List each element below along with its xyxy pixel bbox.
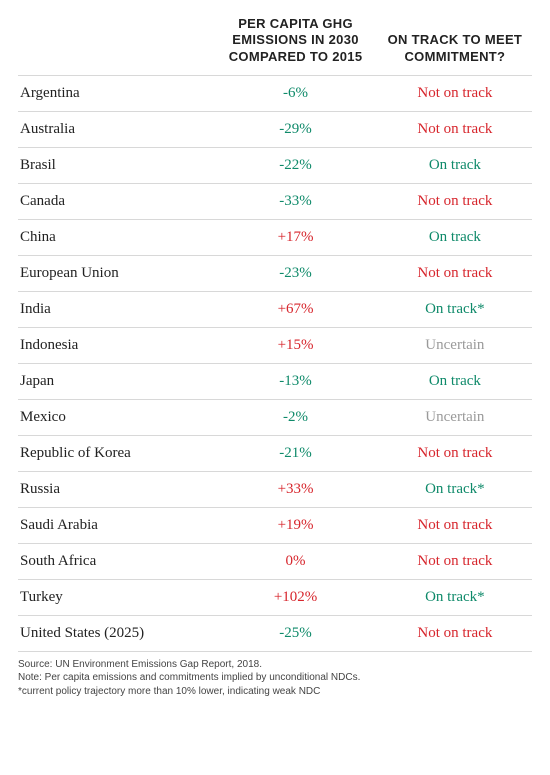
status-value: On track (378, 157, 532, 174)
table-row: Argentina-6%Not on track (18, 75, 532, 111)
status-value: Not on track (378, 517, 532, 534)
table-row: Russia+33%On track* (18, 471, 532, 507)
footnotes: Source: UN Environment Emissions Gap Rep… (18, 651, 532, 699)
table-row: Mexico-2%Uncertain (18, 399, 532, 435)
table-row: China+17%On track (18, 219, 532, 255)
table-row: Canada-33%Not on track (18, 183, 532, 219)
emissions-value: -21% (213, 445, 377, 462)
footnote-asterisk: *current policy trajectory more than 10%… (18, 685, 532, 699)
country-name: Indonesia (18, 337, 213, 354)
emissions-value: -33% (213, 193, 377, 210)
footnote-source: Source: UN Environment Emissions Gap Rep… (18, 658, 532, 672)
country-name: China (18, 229, 213, 246)
status-value: On track* (378, 589, 532, 606)
emissions-value: -13% (213, 373, 377, 390)
emissions-value: +15% (213, 337, 377, 354)
country-name: Saudi Arabia (18, 517, 213, 534)
country-name: Russia (18, 481, 213, 498)
emissions-value: +19% (213, 517, 377, 534)
table-row: India+67%On track* (18, 291, 532, 327)
status-value: On track (378, 229, 532, 246)
country-name: Canada (18, 193, 213, 210)
country-name: India (18, 301, 213, 318)
status-value: Not on track (378, 445, 532, 462)
status-value: Not on track (378, 265, 532, 282)
emissions-value: 0% (213, 553, 377, 570)
emissions-value: -29% (213, 121, 377, 138)
country-name: European Union (18, 265, 213, 282)
table-row: Indonesia+15%Uncertain (18, 327, 532, 363)
emissions-value: -6% (213, 85, 377, 102)
emissions-value: +33% (213, 481, 377, 498)
country-name: Turkey (18, 589, 213, 606)
country-name: Republic of Korea (18, 445, 213, 462)
emissions-value: -23% (213, 265, 377, 282)
table-header-row: country PER CAPITA GHG EMISSIONS IN 2030… (18, 12, 532, 75)
table-row: Australia-29%Not on track (18, 111, 532, 147)
status-value: Not on track (378, 553, 532, 570)
table-row: European Union-23%Not on track (18, 255, 532, 291)
country-name: South Africa (18, 553, 213, 570)
emissions-value: +102% (213, 589, 377, 606)
table-row: Brasil-22%On track (18, 147, 532, 183)
table-row: Japan-13%On track (18, 363, 532, 399)
table-row: South Africa0%Not on track (18, 543, 532, 579)
status-value: Uncertain (378, 409, 532, 426)
emissions-value: -2% (213, 409, 377, 426)
emissions-value: -25% (213, 625, 377, 642)
status-value: On track (378, 373, 532, 390)
status-value: Not on track (378, 193, 532, 210)
country-name: Mexico (18, 409, 213, 426)
table-row: Republic of Korea-21%Not on track (18, 435, 532, 471)
status-value: Not on track (378, 85, 532, 102)
status-value: On track* (378, 481, 532, 498)
country-name: United States (2025) (18, 625, 213, 642)
header-status: ON TRACK TO MEET COMMITMENT? (378, 32, 532, 65)
country-name: Japan (18, 373, 213, 390)
emissions-table: country PER CAPITA GHG EMISSIONS IN 2030… (18, 12, 532, 698)
status-value: Not on track (378, 121, 532, 138)
footnote-note: Note: Per capita emissions and commitmen… (18, 671, 532, 685)
emissions-value: +17% (213, 229, 377, 246)
table-row: Saudi Arabia+19%Not on track (18, 507, 532, 543)
country-name: Brasil (18, 157, 213, 174)
country-name: Australia (18, 121, 213, 138)
emissions-value: +67% (213, 301, 377, 318)
country-name: Argentina (18, 85, 213, 102)
emissions-value: -22% (213, 157, 377, 174)
status-value: On track* (378, 301, 532, 318)
status-value: Not on track (378, 625, 532, 642)
header-emissions: PER CAPITA GHG EMISSIONS IN 2030 COMPARE… (213, 16, 377, 65)
table-row: Turkey+102%On track* (18, 579, 532, 615)
table-row: United States (2025)-25%Not on track (18, 615, 532, 651)
status-value: Uncertain (378, 337, 532, 354)
